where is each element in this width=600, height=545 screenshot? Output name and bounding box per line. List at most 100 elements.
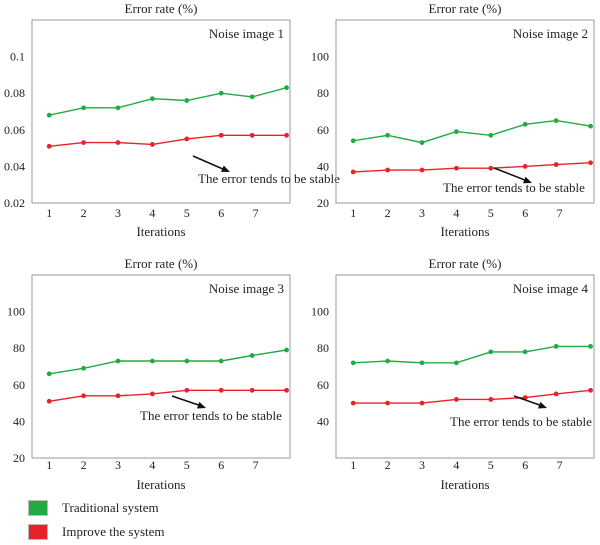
annotation-arrow bbox=[513, 395, 542, 407]
series-line-improved bbox=[353, 162, 591, 173]
annotation-text: The error tends to be stable bbox=[140, 408, 282, 423]
panel-label: Noise image 3 bbox=[209, 281, 284, 296]
y-tick-label: 100 bbox=[311, 50, 329, 64]
series-line-improved bbox=[49, 134, 287, 147]
data-point bbox=[249, 387, 255, 393]
data-point bbox=[419, 140, 425, 146]
annotation-arrow bbox=[171, 395, 201, 407]
x-tick-label: 2 bbox=[385, 206, 391, 220]
x-tick-label: 4 bbox=[453, 206, 459, 220]
data-point bbox=[385, 167, 390, 173]
data-point bbox=[488, 165, 494, 171]
legend-swatch-traditional bbox=[28, 500, 48, 516]
y-tick-label: 40 bbox=[317, 414, 329, 428]
x-axis-label: Iterations bbox=[440, 477, 489, 492]
y-tick-label: 0.1 bbox=[10, 50, 25, 64]
series-line-improved bbox=[353, 389, 591, 404]
annotation-arrowhead bbox=[221, 165, 230, 172]
x-tick-label: 1 bbox=[350, 458, 356, 472]
data-point bbox=[249, 353, 255, 358]
plot-frame bbox=[335, 19, 595, 204]
x-tick-label: 4 bbox=[149, 206, 155, 220]
panel-label: Noise image 4 bbox=[513, 281, 589, 296]
annotation-text: The error tends to be stable bbox=[450, 414, 592, 429]
annotation-arrow bbox=[192, 155, 225, 171]
series-line-traditional bbox=[353, 119, 591, 144]
y-tick-label: 0.08 bbox=[4, 86, 25, 100]
legend-item-improved: Improve the system bbox=[28, 521, 165, 543]
panel-1: Error rate (%) Noise image 1 0.02 0.04 0.06 0… bbox=[4, 1, 340, 239]
data-point bbox=[553, 343, 559, 349]
data-point bbox=[350, 400, 356, 406]
data-point bbox=[553, 162, 559, 167]
data-point bbox=[553, 118, 559, 124]
y-tick-label: 60 bbox=[13, 378, 25, 392]
y-tick-label: 40 bbox=[13, 414, 25, 428]
data-point bbox=[46, 398, 52, 404]
x-tick-label: 3 bbox=[115, 206, 121, 220]
x-tick-label: 1 bbox=[350, 206, 356, 220]
data-point bbox=[218, 387, 224, 393]
annotation-arrow bbox=[493, 167, 527, 182]
x-axis-label: Iterations bbox=[136, 477, 185, 492]
data-point bbox=[81, 105, 86, 111]
y-tick-label: 60 bbox=[317, 378, 329, 392]
legend-label-traditional: Traditional system bbox=[62, 500, 159, 515]
y-tick-label: 40 bbox=[317, 159, 329, 173]
y-tick-label: 0.04 bbox=[4, 159, 25, 173]
data-point bbox=[184, 358, 190, 364]
y-tick-label: 20 bbox=[13, 451, 25, 465]
x-tick-label: 6 bbox=[522, 458, 528, 472]
x-axis-label: Iterations bbox=[136, 224, 185, 239]
plot-frame bbox=[31, 19, 291, 204]
annotation-text: The error tends to be stable bbox=[198, 171, 340, 186]
data-point bbox=[46, 112, 52, 118]
x-tick-label: 2 bbox=[385, 458, 391, 472]
data-point bbox=[553, 391, 559, 397]
data-point bbox=[522, 349, 528, 355]
data-point bbox=[522, 164, 528, 169]
y-tick-label: 100 bbox=[311, 305, 329, 319]
data-point bbox=[350, 169, 356, 175]
x-tick-label: 6 bbox=[218, 458, 224, 472]
data-point bbox=[588, 160, 593, 166]
x-tick-label: 1 bbox=[46, 206, 52, 220]
data-point bbox=[385, 132, 390, 138]
data-point bbox=[81, 393, 86, 399]
x-tick-label: 6 bbox=[218, 206, 224, 220]
y-tick-label: 60 bbox=[317, 123, 329, 137]
data-point bbox=[150, 358, 155, 364]
data-point bbox=[588, 123, 593, 129]
data-point bbox=[150, 142, 155, 147]
y-tick-label: 0.02 bbox=[4, 196, 25, 210]
data-point bbox=[218, 358, 224, 364]
data-point bbox=[150, 391, 155, 397]
data-point bbox=[46, 371, 52, 377]
data-point bbox=[81, 365, 86, 371]
data-point bbox=[454, 165, 459, 171]
data-point bbox=[81, 140, 86, 146]
data-point bbox=[454, 129, 459, 135]
data-point bbox=[488, 397, 494, 402]
annotation-arrowhead bbox=[538, 401, 547, 409]
chart-title: Error rate (%) bbox=[125, 256, 198, 271]
x-tick-label: 4 bbox=[149, 458, 155, 472]
data-point bbox=[115, 140, 121, 146]
data-point bbox=[350, 360, 356, 366]
data-point bbox=[150, 96, 155, 102]
x-tick-label: 2 bbox=[81, 206, 87, 220]
panel-label: Noise image 2 bbox=[513, 26, 588, 41]
chart-title: Error rate (%) bbox=[429, 1, 502, 16]
x-tick-label: 7 bbox=[253, 458, 259, 472]
data-point bbox=[488, 132, 494, 138]
chart-title: Error rate (%) bbox=[125, 1, 198, 16]
data-point bbox=[284, 132, 289, 138]
series-line-traditional bbox=[353, 345, 591, 364]
x-tick-label: 7 bbox=[253, 206, 259, 220]
data-point bbox=[419, 360, 425, 366]
data-point bbox=[385, 358, 390, 364]
data-point bbox=[115, 105, 121, 111]
data-point bbox=[385, 400, 390, 406]
figure: Error rate (%) Noise image 1 0.02 0.04 0.06 0… bbox=[4, 1, 595, 492]
data-point bbox=[454, 360, 459, 366]
